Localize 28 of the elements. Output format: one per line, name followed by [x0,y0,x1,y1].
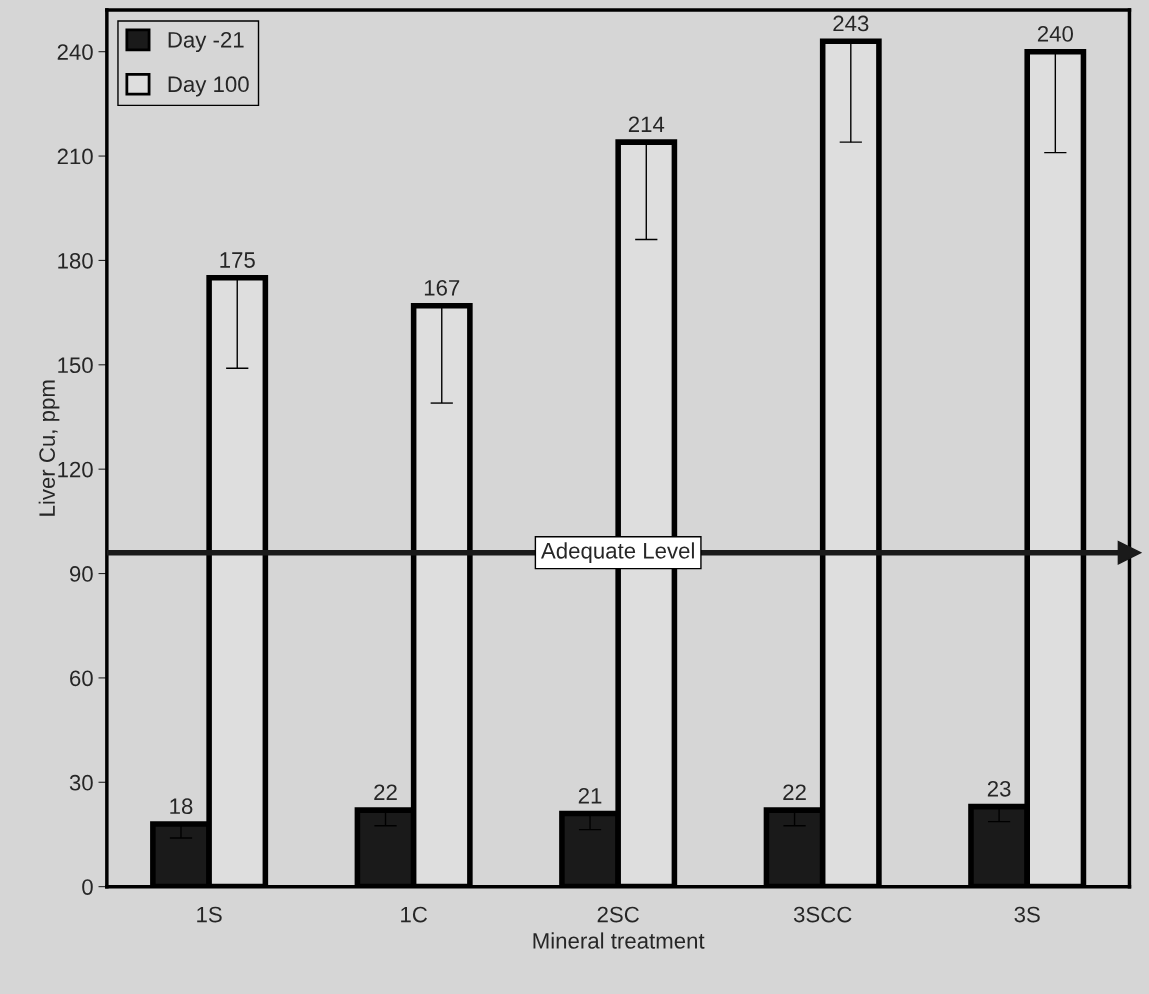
data-label: 240 [1037,26,1073,42]
data-label: 23 [987,780,1011,797]
data-label: 21 [578,787,602,804]
data-label: 22 [783,784,806,800]
data-label: 167 [424,279,460,296]
y-tick-label: 90 [69,566,93,582]
y-tick-label: 150 [58,357,93,374]
y-tick-label: 120 [58,461,93,478]
legend-label: Day 100 [168,76,249,97]
y-tick-label: 0 [82,879,93,895]
ref-line-label: Adequate Level [540,542,694,564]
x-axis-title: Mineral treatment [533,932,705,949]
data-label: 175 [220,252,255,268]
data-label: 22 [374,784,397,800]
legend-label: Day -21 [168,31,244,53]
data-label: 214 [628,116,665,132]
y-tick-label: 30 [69,774,93,791]
x-tick-label: 1C [401,906,427,923]
x-tick-label: 3S [1014,906,1040,923]
y-tick-label: 240 [57,44,93,60]
x-tick-label: 2SC [597,906,639,923]
data-label: 243 [833,15,869,32]
x-tick-label: 1S [197,906,222,923]
x-tick-label: 3SCC [793,906,852,923]
data-label: 18 [170,798,193,815]
y-tick-label: 210 [57,148,93,165]
y-tick-label: 60 [70,670,93,687]
y-tick-label: 180 [58,252,93,269]
